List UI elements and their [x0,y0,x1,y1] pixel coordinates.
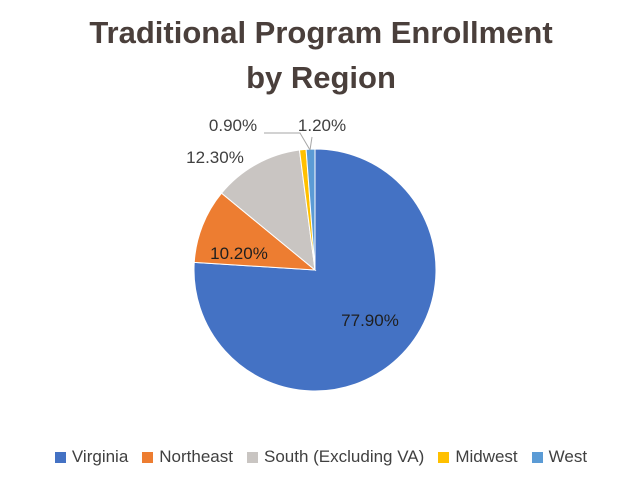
pie-slice-south [220,149,316,272]
legend-label-west: West [548,447,588,466]
legend-swatch-northeast [142,451,154,463]
data-label-west: 1.20% [298,116,346,135]
chart-title-line-1: Traditional Program Enrollment [89,15,553,50]
legend-label-virginia: Virginia [71,447,129,466]
legend-item-west: West [531,447,588,467]
legend-item-south: South (Excluding VA) [246,447,425,467]
legend-swatch-virginia [54,451,66,463]
leader-line-midwest [264,132,311,151]
legend-item-northeast: Northeast [142,447,233,467]
data-label-midwest: 0.90% [209,116,257,135]
legend-swatch-west [531,451,543,463]
chart-legend: Virginia Northeast South (Excluding VA) … [0,447,642,467]
chart-title-line-2: by Region [246,60,396,95]
legend-label-south: South (Excluding VA) [263,447,425,466]
legend-label-midwest: Midwest [455,447,518,466]
legend-item-virginia: Virginia [54,447,129,467]
data-label-virginia: 77.90% [341,311,399,330]
pie-slice-northeast [193,192,317,271]
legend-swatch-south [246,451,258,463]
data-label-northeast: 10.20% [210,244,268,263]
leader-line-west [309,136,313,151]
data-label-south: 12.30% [186,148,244,167]
legend-label-northeast: Northeast [159,447,233,466]
legend-swatch-midwest [438,451,450,463]
legend-item-midwest: Midwest [438,447,518,467]
